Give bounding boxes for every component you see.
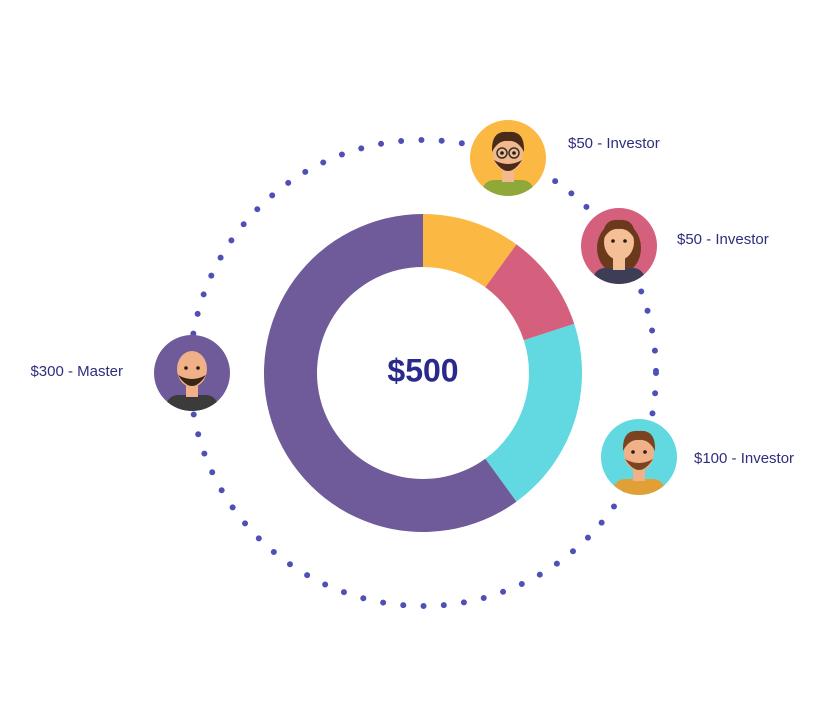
avatar-label: $50 - Investor: [568, 135, 660, 152]
eye: [500, 151, 504, 155]
avatar: [581, 208, 657, 284]
hair: [602, 219, 636, 240]
donut-slice: [423, 214, 517, 288]
donut-slice: [485, 244, 575, 341]
body: [482, 180, 534, 196]
eye: [643, 450, 647, 454]
avatar: [470, 120, 546, 196]
beard: [178, 375, 206, 386]
hair: [622, 430, 656, 451]
donut-slice: [264, 214, 517, 532]
hair: [491, 131, 525, 152]
donut: [264, 214, 582, 532]
avatar: [601, 419, 677, 495]
beard: [625, 459, 653, 470]
face: [604, 224, 634, 260]
body: [166, 395, 218, 411]
avatar-figure: [613, 430, 665, 495]
avatar-label: $300 - Master: [30, 363, 123, 380]
glasses: [508, 147, 520, 159]
avatar-label: $50 - Investor: [677, 231, 769, 248]
eye: [512, 151, 516, 155]
eye: [184, 366, 188, 370]
eye: [631, 450, 635, 454]
eye: [623, 239, 627, 243]
beard: [494, 160, 522, 171]
donut-slice: [485, 323, 582, 502]
avatar-figure: [166, 351, 218, 411]
body: [613, 479, 665, 495]
avatars: $50 - Investor $50 - Investor $100 - Inves…: [30, 120, 794, 495]
eye: [196, 366, 200, 370]
glasses: [496, 147, 508, 159]
avatar: [154, 335, 230, 411]
eye: [611, 239, 615, 243]
center-label: $500: [387, 352, 458, 388]
avatar-figure: [482, 131, 534, 196]
avatar-figure: [593, 219, 645, 284]
body: [593, 268, 645, 284]
avatar-label: $100 - Investor: [694, 450, 794, 467]
